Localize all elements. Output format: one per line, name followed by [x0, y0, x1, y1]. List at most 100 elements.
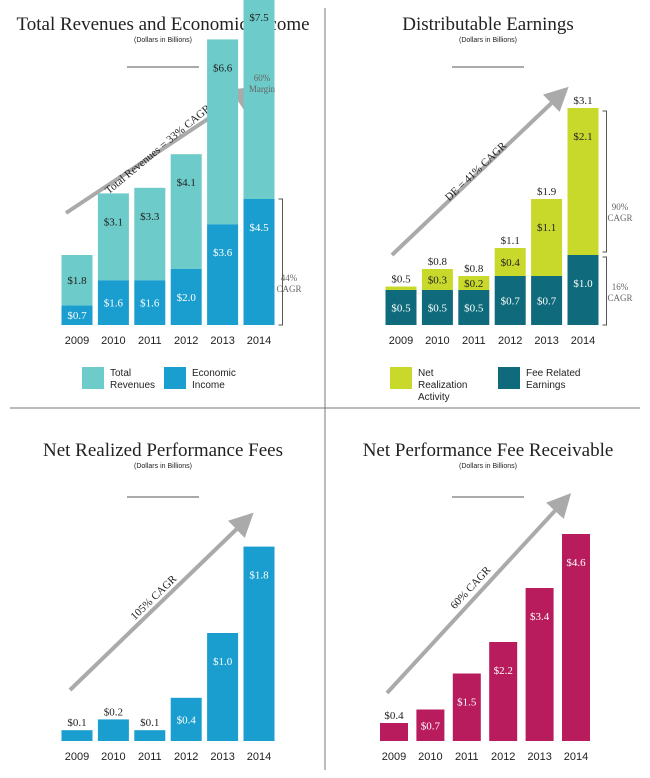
bar-label-2013: $3.6	[213, 247, 233, 259]
bar-label-2010: $0.2	[104, 706, 123, 718]
trend-arrow	[68, 512, 254, 692]
bar-economic-income-2012	[170, 269, 202, 325]
bar-net-performance-fee-receivable-2013	[525, 588, 554, 741]
bar-label-2011: $0.1	[140, 717, 159, 729]
bracket-top	[602, 110, 607, 253]
bar-label-2010: $1.6	[104, 298, 124, 310]
x-tick-label: 2011	[462, 335, 486, 347]
bar-net-performance-fee-receivable-2014	[562, 534, 590, 741]
bar-label-2010: $3.1	[104, 216, 123, 228]
x-tick-label: 2012	[498, 335, 522, 347]
x-tick-label: 2009	[389, 335, 413, 347]
legend-label: Economic Income	[192, 368, 236, 391]
bar-label-2009: $0.4	[384, 710, 404, 722]
x-tick-label: 2011	[138, 751, 162, 763]
bar-net-realization-activity-2011	[458, 276, 490, 290]
bar-net-performance-fee-receivable-2009	[380, 723, 408, 741]
bar-label-2009: $0.1	[67, 717, 86, 729]
bar-label-2014: $2.1	[573, 131, 592, 143]
bar-label-2011: $0.2	[464, 278, 483, 290]
chart-subtitle: (Dollars in Billions)	[459, 37, 517, 44]
x-tick-label: 2009	[65, 751, 89, 763]
chart-fee_receivable: Net Performance Fee Receivable (Dollars i…	[363, 440, 614, 763]
bar-fee-related-earnings-2011	[458, 290, 490, 325]
bar-total-revenues-2010	[97, 193, 129, 281]
bar-economic-income-2009	[61, 305, 93, 325]
x-tick-label: 2013	[210, 335, 234, 347]
chart-subtitle: (Dollars in Billions)	[134, 463, 192, 470]
total-label-2009: $0.5	[391, 274, 411, 286]
x-tick-label: 2010	[425, 335, 449, 347]
bar-total-revenues-2009	[61, 255, 93, 306]
bar-label-2012: $4.1	[177, 177, 196, 189]
total-label-2013: $1.9	[537, 186, 557, 198]
chart-distributable: Distributable Earnings (Dollars in Billio…	[385, 14, 633, 403]
x-tick-label: 2013	[527, 751, 551, 763]
total-label-2010: $0.8	[428, 256, 448, 268]
x-tick-label: 2010	[418, 751, 442, 763]
annotation-cagr-value: 44%	[281, 273, 298, 283]
bar-net-realized-performance-fees-2011	[134, 730, 166, 741]
bar-label-2010: $0.5	[428, 303, 448, 315]
bar-label-2013: $0.7	[537, 296, 557, 308]
trend-label: DE = 41% CAGR	[443, 139, 510, 203]
legend-swatch-fee-related-earnings	[498, 367, 520, 389]
chart-title: Distributable Earnings	[402, 14, 574, 35]
annotation-margin-label: Margin	[249, 84, 276, 94]
bar-fee-related-earnings-2012	[494, 276, 526, 325]
bar-label-2010: $0.3	[428, 275, 448, 287]
trend-label: 105% CAGR	[129, 573, 180, 623]
bar-net-realization-activity-2009	[385, 286, 417, 290]
bar-net-realization-activity-2014	[567, 108, 599, 255]
total-label-2011: $0.8	[464, 263, 484, 275]
chart-title: Total Revenues and Economic Income	[16, 14, 309, 35]
x-tick-label: 2014	[247, 335, 271, 347]
chart-subtitle: (Dollars in Billions)	[134, 37, 192, 44]
bracket-bottom	[602, 256, 607, 326]
bar-total-revenues-2014	[243, 0, 275, 199]
bar-label-2012: $0.4	[501, 257, 521, 269]
bar-label-2013: $1.1	[537, 222, 556, 234]
x-tick-label: 2009	[65, 335, 89, 347]
x-tick-label: 2014	[564, 751, 588, 763]
bar-label-2011: $1.5	[457, 697, 477, 709]
bar-total-revenues-2011	[134, 187, 166, 281]
x-tick-label: 2010	[101, 335, 125, 347]
bar-label-2009: $0.5	[391, 303, 411, 315]
x-tick-label: 2009	[382, 751, 406, 763]
bar-net-realized-performance-fees-2013	[207, 633, 239, 741]
x-tick-label: 2012	[174, 335, 198, 347]
legend-label: Total Revenues	[110, 368, 155, 391]
bar-fee-related-earnings-2014	[567, 255, 599, 325]
chart-title: Net Performance Fee Receivable	[363, 440, 614, 461]
legend-swatch-net-realization-activity	[390, 367, 412, 389]
bar-label-2014: $7.5	[249, 12, 269, 24]
x-tick-label: 2010	[101, 751, 125, 763]
trend-arrow	[390, 86, 569, 257]
annotation-cagr-label: CAGR	[276, 284, 301, 294]
bar-label-2009: $0.7	[67, 310, 87, 322]
bar-label-2013: $1.0	[213, 656, 233, 668]
bar-label-2013: $3.4	[530, 611, 550, 623]
bar-net-realization-activity-2010	[421, 269, 453, 290]
chart-realized_fees: Net Realized Performance Fees (Dollars in…	[43, 440, 283, 763]
bar-net-performance-fee-receivable-2012	[489, 642, 518, 741]
bar-label-2011: $3.3	[140, 211, 160, 223]
bar-economic-income-2010	[97, 280, 129, 325]
bar-net-realized-performance-fees-2012	[170, 697, 202, 741]
annotation-bottom-value: 16%	[612, 282, 629, 292]
bar-label-2012: $0.4	[177, 714, 197, 726]
trend-arrow	[385, 493, 572, 695]
bar-label-2009: $1.8	[67, 275, 87, 287]
chart-subtitle: (Dollars in Billions)	[459, 463, 517, 470]
legend-label: Fee Related Earnings	[526, 368, 580, 391]
bar-net-realized-performance-fees-2014	[243, 546, 275, 741]
x-tick-label: 2012	[174, 751, 198, 763]
bar-net-realized-performance-fees-2009	[61, 730, 93, 741]
x-tick-label: 2012	[491, 751, 515, 763]
legend-swatch-total-revenues	[82, 367, 104, 389]
legend-swatch-economic-income	[164, 367, 186, 389]
bar-label-2012: $0.7	[501, 296, 521, 308]
bar-label-2012: $2.0	[177, 292, 197, 304]
